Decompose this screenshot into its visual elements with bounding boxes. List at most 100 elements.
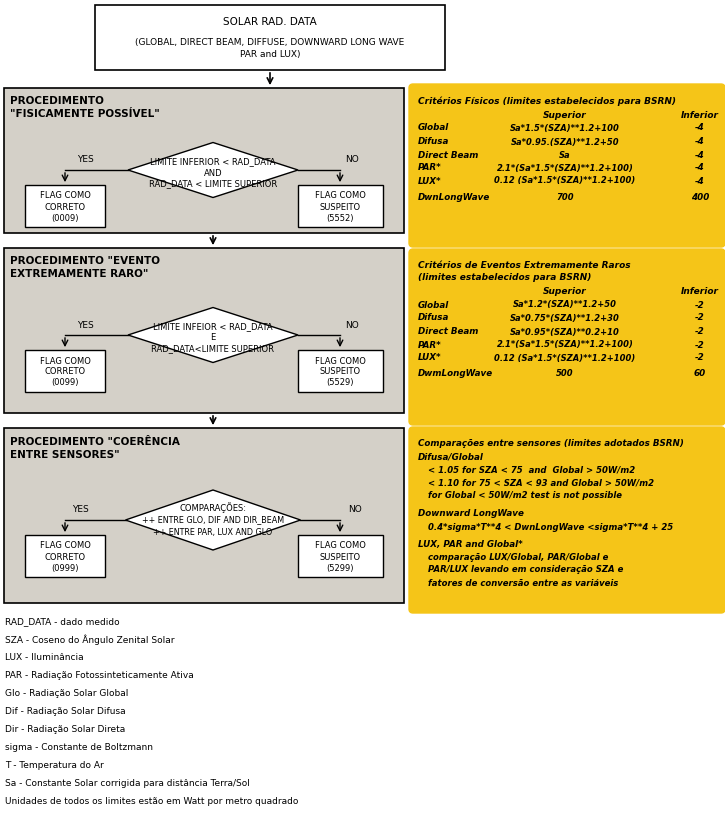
- Text: Difusa: Difusa: [418, 137, 450, 146]
- Text: FLAG COMO: FLAG COMO: [315, 356, 365, 366]
- Text: FLAG COMO: FLAG COMO: [40, 542, 91, 551]
- Text: -2: -2: [695, 353, 705, 362]
- Text: Sa - Constante Solar corrigida para distância Terra/Sol: Sa - Constante Solar corrigida para dist…: [5, 780, 250, 788]
- Text: PROCEDIMENTO "COERÊNCIA: PROCEDIMENTO "COERÊNCIA: [10, 437, 180, 447]
- Text: Sa*1.2*(SZA)**1.2+50: Sa*1.2*(SZA)**1.2+50: [513, 300, 617, 309]
- Text: ENTRE SENSORES": ENTRE SENSORES": [10, 450, 120, 460]
- Text: SZA - Coseno do Ângulo Zenital Solar: SZA - Coseno do Ângulo Zenital Solar: [5, 635, 175, 645]
- Bar: [4, 248, 404, 413]
- Text: RAD_DATA < LIMITE SUPERIOR: RAD_DATA < LIMITE SUPERIOR: [149, 179, 277, 189]
- Text: (limites estabelecidos para BSRN): (limites estabelecidos para BSRN): [418, 274, 592, 283]
- Text: Direct Beam: Direct Beam: [418, 327, 479, 337]
- Text: AND: AND: [204, 169, 223, 178]
- Text: (0999): (0999): [51, 563, 79, 572]
- Bar: [298, 350, 383, 392]
- Text: Superior: Superior: [543, 286, 587, 295]
- Text: (0099): (0099): [51, 379, 79, 388]
- Text: SUSPEITO: SUSPEITO: [320, 552, 360, 562]
- Text: ++ ENTRE PAR, LUX AND GLO: ++ ENTRE PAR, LUX AND GLO: [154, 528, 273, 537]
- Bar: [95, 5, 445, 70]
- Text: comparação LUX/Global, PAR/Global e: comparação LUX/Global, PAR/Global e: [428, 552, 608, 562]
- Text: LUX, PAR and Global*: LUX, PAR and Global*: [418, 539, 523, 548]
- Text: LUX*: LUX*: [418, 353, 442, 362]
- Text: LUX - Iluminância: LUX - Iluminância: [5, 653, 83, 662]
- Text: SOLAR RAD. DATA: SOLAR RAD. DATA: [223, 17, 317, 27]
- Text: Inferior: Inferior: [681, 111, 719, 119]
- Text: < 1.05 for SZA < 75  and  Global > 50W/m2: < 1.05 for SZA < 75 and Global > 50W/m2: [428, 466, 635, 475]
- Text: PAR - Radiação Fotossinteticamente Ativa: PAR - Radiação Fotossinteticamente Ativa: [5, 672, 194, 681]
- Text: Superior: Superior: [543, 111, 587, 119]
- Text: COMPARAÇÕES:: COMPARAÇÕES:: [180, 503, 247, 514]
- Text: "FISICAMENTE POSSÍVEL": "FISICAMENTE POSSÍVEL": [10, 109, 160, 119]
- Text: -4: -4: [695, 164, 705, 173]
- Text: YES: YES: [77, 321, 94, 329]
- Text: NO: NO: [345, 155, 359, 165]
- Text: 0.12 (Sa*1.5*(SZA)**1.2+100): 0.12 (Sa*1.5*(SZA)**1.2+100): [494, 176, 636, 185]
- Text: FLAG COMO: FLAG COMO: [40, 192, 91, 200]
- Text: (5529): (5529): [326, 379, 354, 388]
- Text: Sa*1.5*(SZA)**1.2+100: Sa*1.5*(SZA)**1.2+100: [510, 123, 620, 132]
- Bar: [4, 88, 404, 233]
- Bar: [25, 535, 105, 577]
- Text: PAR/LUX levando em consideração SZA e: PAR/LUX levando em consideração SZA e: [428, 566, 624, 575]
- Text: PAR*: PAR*: [418, 164, 442, 173]
- Text: Global: Global: [418, 300, 450, 309]
- Text: -4: -4: [695, 176, 705, 185]
- Bar: [298, 185, 383, 227]
- Text: for Global < 50W/m2 test is not possible: for Global < 50W/m2 test is not possible: [428, 491, 622, 500]
- Text: (0009): (0009): [51, 213, 79, 222]
- Text: Sa: Sa: [559, 151, 571, 160]
- Text: YES: YES: [72, 505, 88, 514]
- Text: Sa*0.75*(SZA)**1.2+30: Sa*0.75*(SZA)**1.2+30: [510, 313, 620, 323]
- Text: PROCEDIMENTO: PROCEDIMENTO: [10, 96, 104, 106]
- Text: Global: Global: [418, 123, 450, 132]
- FancyBboxPatch shape: [409, 249, 725, 425]
- Text: -4: -4: [695, 137, 705, 146]
- Text: (GLOBAL, DIRECT BEAM, DIFFUSE, DOWNWARD LONG WAVE: (GLOBAL, DIRECT BEAM, DIFFUSE, DOWNWARD …: [136, 37, 405, 46]
- Text: Dif - Radiação Solar Difusa: Dif - Radiação Solar Difusa: [5, 708, 125, 716]
- Text: DwnLongWave: DwnLongWave: [418, 193, 490, 202]
- Text: LIMITE INFERIOR < RAD_DATA: LIMITE INFERIOR < RAD_DATA: [150, 157, 276, 166]
- Text: sigma - Constante de Boltzmann: sigma - Constante de Boltzmann: [5, 743, 153, 753]
- Text: EXTREMAMENTE RARO": EXTREMAMENTE RARO": [10, 269, 149, 279]
- Text: E: E: [210, 333, 215, 342]
- Text: T - Temperatura do Ar: T - Temperatura do Ar: [5, 762, 104, 771]
- Text: 2.1*(Sa*1.5*(SZA)**1.2+100): 2.1*(Sa*1.5*(SZA)**1.2+100): [497, 341, 634, 350]
- Text: DwmLongWave: DwmLongWave: [418, 369, 493, 377]
- Text: Comparações entre sensores (limites adotados BSRN): Comparações entre sensores (limites adot…: [418, 439, 684, 448]
- Text: Unidades de todos os limites estão em Watt por metro quadrado: Unidades de todos os limites estão em Wa…: [5, 797, 299, 806]
- Text: CORRETO: CORRETO: [44, 552, 86, 562]
- Text: FLAG COMO: FLAG COMO: [315, 542, 365, 551]
- Bar: [298, 535, 383, 577]
- Text: FLAG COMO: FLAG COMO: [315, 192, 365, 200]
- Text: PAR and LUX): PAR and LUX): [240, 50, 300, 59]
- Text: Sa*0.95.(SZA)**1.2+50: Sa*0.95.(SZA)**1.2+50: [510, 137, 619, 146]
- Text: (5552): (5552): [326, 213, 354, 222]
- Text: PROCEDIMENTO "EVENTO: PROCEDIMENTO "EVENTO: [10, 256, 160, 266]
- Text: NO: NO: [348, 505, 362, 514]
- FancyBboxPatch shape: [409, 427, 725, 613]
- Text: RAD_DATA<LIMITE SUPERIOR: RAD_DATA<LIMITE SUPERIOR: [152, 345, 275, 353]
- Text: -2: -2: [695, 327, 705, 337]
- FancyBboxPatch shape: [409, 84, 725, 247]
- Text: 700: 700: [556, 193, 573, 202]
- Text: NO: NO: [345, 321, 359, 329]
- Text: CORRETO: CORRETO: [44, 367, 86, 376]
- Text: 60: 60: [694, 369, 706, 377]
- Text: RAD_DATA - dado medido: RAD_DATA - dado medido: [5, 618, 120, 627]
- Text: Difusa: Difusa: [418, 313, 450, 323]
- Text: 0.4*sigma*T**4 < DwnLongWave <sigma*T**4 + 25: 0.4*sigma*T**4 < DwnLongWave <sigma*T**4…: [428, 523, 673, 532]
- Text: Critérios Físicos (limites estabelecidos para BSRN): Critérios Físicos (limites estabelecidos…: [418, 96, 676, 106]
- Text: 500: 500: [556, 369, 573, 377]
- Polygon shape: [128, 308, 298, 362]
- Text: Inferior: Inferior: [681, 286, 719, 295]
- Polygon shape: [128, 142, 298, 198]
- Text: Glo - Radiação Solar Global: Glo - Radiação Solar Global: [5, 690, 128, 699]
- Text: YES: YES: [77, 155, 94, 165]
- Text: Sa*0.95*(SZA)**0.2+10: Sa*0.95*(SZA)**0.2+10: [510, 327, 620, 337]
- Text: -2: -2: [695, 300, 705, 309]
- Text: SUSPEITO: SUSPEITO: [320, 367, 360, 376]
- Bar: [25, 185, 105, 227]
- Text: -2: -2: [695, 341, 705, 350]
- Text: < 1.10 for 75 < SZA < 93 and Global > 50W/m2: < 1.10 for 75 < SZA < 93 and Global > 50…: [428, 479, 654, 487]
